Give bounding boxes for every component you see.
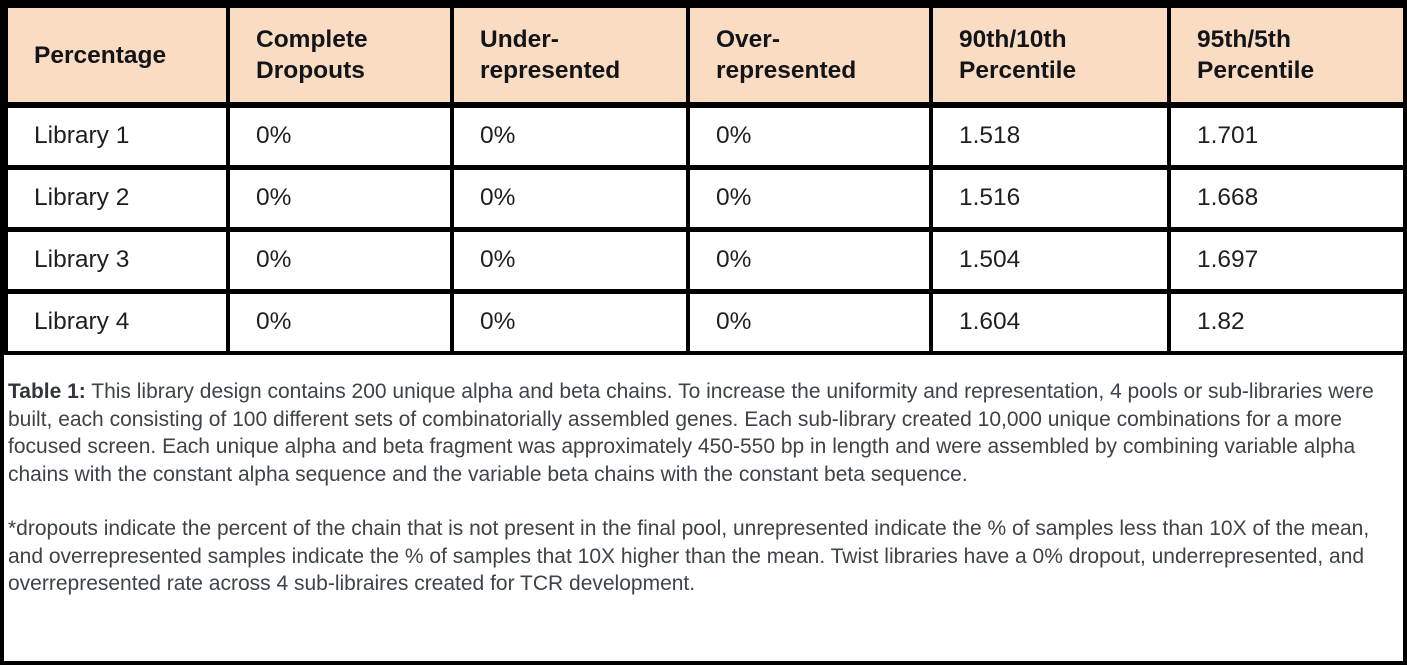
cell-95th-5th: 1.668: [1167, 165, 1403, 232]
cell-complete-dropouts: 0%: [226, 227, 454, 294]
cell-95th-5th: 1.701: [1167, 103, 1403, 170]
cell-over-represented: 0%: [686, 227, 933, 294]
column-header-90th-10th-percentile: 90th/10th Percentile: [929, 4, 1171, 108]
cell-90th-10th: 1.604: [929, 289, 1171, 355]
row-label: Library 2: [4, 165, 230, 232]
cell-complete-dropouts: 0%: [226, 165, 454, 232]
table-row-library-2: Library 2 0% 0% 0% 1.516 1.668: [4, 165, 1403, 232]
row-label: Library 3: [4, 227, 230, 294]
cell-under-represented: 0%: [450, 289, 690, 355]
column-header-complete-dropouts: Complete Dropouts: [226, 4, 454, 108]
caption-body-text: This library design contains 200 unique …: [8, 380, 1374, 486]
caption-paragraph: Table 1: This library design contains 20…: [8, 378, 1397, 488]
caption-footnote: *dropouts indicate the percent of the ch…: [8, 517, 1370, 595]
cell-over-represented: 0%: [686, 289, 933, 355]
column-header-over-represented: Over-represented: [686, 4, 933, 108]
column-header-percentage: Percentage: [4, 4, 230, 108]
cell-90th-10th: 1.516: [929, 165, 1171, 232]
row-label: Library 1: [4, 103, 230, 170]
cell-complete-dropouts: 0%: [226, 103, 454, 170]
cell-under-represented: 0%: [450, 103, 690, 170]
library-qc-table: Percentage Complete Dropouts Under-repre…: [4, 4, 1403, 355]
table-row-library-1: Library 1 0% 0% 0% 1.518 1.701: [4, 103, 1403, 170]
column-header-under-represented: Under-represented: [450, 4, 690, 108]
cell-over-represented: 0%: [686, 165, 933, 232]
cell-over-represented: 0%: [686, 103, 933, 170]
cell-under-represented: 0%: [450, 227, 690, 294]
cell-90th-10th: 1.504: [929, 227, 1171, 294]
cell-complete-dropouts: 0%: [226, 289, 454, 355]
row-label: Library 4: [4, 289, 230, 355]
cell-90th-10th: 1.518: [929, 103, 1171, 170]
cell-95th-5th: 1.697: [1167, 227, 1403, 294]
table-header-row: Percentage Complete Dropouts Under-repre…: [4, 4, 1403, 108]
table-row-library-4: Library 4 0% 0% 0% 1.604 1.82: [4, 289, 1403, 355]
caption-table-label: Table 1:: [8, 380, 86, 403]
table-caption: Table 1: This library design contains 20…: [4, 355, 1403, 598]
cell-under-represented: 0%: [450, 165, 690, 232]
table-row-library-3: Library 3 0% 0% 0% 1.504 1.697: [4, 227, 1403, 294]
cell-95th-5th: 1.82: [1167, 289, 1403, 355]
column-header-95th-5th-percentile: 95th/5th Percentile: [1167, 4, 1403, 108]
